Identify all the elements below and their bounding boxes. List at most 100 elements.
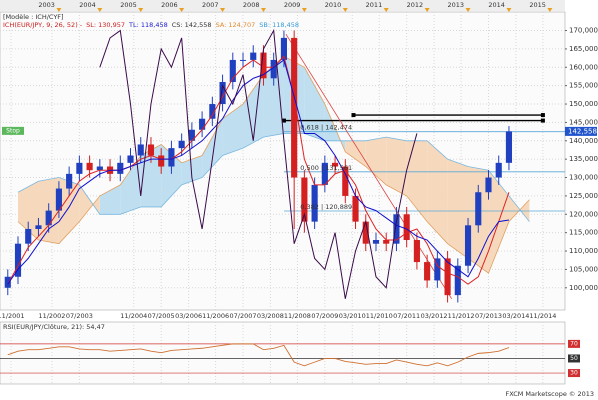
fib-label: 0,618 | 142,474 bbox=[300, 124, 352, 132]
rsi-tick-label: 30 bbox=[570, 370, 578, 377]
y-tick-label: 140,000 bbox=[569, 137, 598, 145]
candle-body bbox=[178, 140, 185, 149]
legend-entry: SL: 130,957 bbox=[86, 21, 125, 29]
cloud-segment bbox=[447, 159, 469, 259]
x-tick-label: 07/2011 bbox=[393, 312, 420, 320]
year-label: 2011 bbox=[366, 1, 383, 9]
candle-body bbox=[209, 104, 216, 119]
x-tick-label: 03/2008 bbox=[257, 312, 284, 320]
candle-body bbox=[76, 162, 83, 174]
year-label: 2004 bbox=[79, 1, 96, 9]
year-label: 2014 bbox=[488, 1, 505, 9]
year-marker bbox=[56, 8, 62, 12]
candle-body bbox=[96, 166, 103, 171]
y-tick-label: 165,000 bbox=[569, 45, 598, 53]
cloud-segment bbox=[222, 104, 244, 156]
year-marker bbox=[301, 8, 307, 12]
rsi-panel bbox=[0, 321, 566, 385]
rsi-line bbox=[7, 343, 510, 367]
cloud-segment bbox=[406, 140, 428, 222]
candle-body bbox=[260, 52, 267, 79]
rsi-tick-box bbox=[568, 339, 580, 348]
x-tick-label: 07/2003 bbox=[66, 312, 93, 320]
legend-entry: TL: 118,458 bbox=[128, 21, 168, 29]
x-tick-label: 11/2006 bbox=[202, 312, 229, 320]
x-tick-label: 07/2013 bbox=[475, 312, 502, 320]
candle-body bbox=[35, 225, 42, 229]
candle-body bbox=[424, 262, 431, 281]
candle-body bbox=[383, 240, 390, 244]
candle-body bbox=[291, 37, 298, 178]
rsi-plot bbox=[0, 322, 565, 384]
overlay: 170,000 165,000 160,000 155,000 150,000 145,0… bbox=[0, 1, 598, 378]
y-tick-label: 170,000 bbox=[569, 27, 598, 35]
year-label: 2009 bbox=[284, 1, 301, 9]
candle-body bbox=[137, 144, 144, 156]
x-tick-label: 11/2002 bbox=[38, 312, 65, 320]
cloud-segment bbox=[79, 184, 100, 222]
candle-body bbox=[495, 162, 502, 178]
cloud-segment bbox=[18, 181, 39, 241]
trend-line bbox=[285, 34, 453, 300]
year-marker bbox=[342, 8, 348, 12]
y-tick-label: 120,000 bbox=[569, 210, 598, 218]
year-label: 2007 bbox=[202, 1, 219, 9]
cloud-segment bbox=[99, 184, 121, 215]
candle-body bbox=[505, 131, 513, 163]
x-tick-label: 03/2006 bbox=[175, 312, 202, 320]
fib-label: 0,382 | 120,889 bbox=[300, 203, 352, 211]
footer: FXCM Marketscope © 2013 bbox=[505, 390, 594, 398]
legend-entry: CS: 142,558 bbox=[172, 21, 212, 29]
rsi-tick-label: 70 bbox=[570, 340, 578, 347]
cloud-segment bbox=[427, 140, 448, 244]
candle-body bbox=[239, 59, 247, 61]
indicator-line bbox=[99, 28, 418, 299]
x-tick-label: 11/2001 bbox=[0, 312, 25, 320]
candle-body bbox=[4, 276, 11, 288]
y-tick-label: 150,000 bbox=[569, 100, 598, 108]
rsi-tick-box bbox=[568, 354, 580, 363]
cloud-segment bbox=[140, 144, 162, 207]
main-plot bbox=[0, 12, 565, 310]
rsi-tick-label: 50 bbox=[570, 355, 578, 362]
candle-body bbox=[301, 177, 308, 222]
candle-body bbox=[475, 192, 482, 226]
candle-body bbox=[464, 225, 472, 266]
trend-handle bbox=[540, 113, 545, 118]
cloud-segment bbox=[386, 137, 407, 196]
year-marker bbox=[97, 8, 103, 12]
x-tick-label: 11/2014 bbox=[529, 312, 556, 320]
candle-body bbox=[147, 144, 155, 156]
candle-body bbox=[332, 162, 339, 167]
candle-body bbox=[25, 228, 32, 244]
year-marker bbox=[424, 8, 430, 12]
cloud-segment bbox=[263, 56, 284, 138]
candle-body bbox=[444, 258, 451, 296]
x-tick-label: 03/2012 bbox=[421, 312, 448, 320]
fib-label: 0,500 | 131,561 bbox=[300, 164, 352, 172]
candle-body bbox=[393, 214, 400, 244]
candle-body bbox=[342, 166, 349, 196]
x-tick-label: 07/2007 bbox=[230, 312, 257, 320]
stop-tag bbox=[2, 126, 24, 135]
candle-body bbox=[352, 195, 359, 222]
rsi-tick-box bbox=[568, 369, 580, 378]
cloud-segment bbox=[202, 118, 223, 178]
candle-body bbox=[55, 188, 62, 211]
candle-body bbox=[250, 52, 257, 60]
candle-body bbox=[66, 173, 73, 189]
candle-body bbox=[280, 37, 288, 60]
year-label: 2015 bbox=[529, 1, 546, 9]
y-tick-label: 115,000 bbox=[569, 229, 598, 237]
model-label: [Modèle : ICH/CYF] bbox=[3, 13, 64, 21]
cloud-segment bbox=[161, 144, 182, 207]
legend-entry: SA: 124,707 bbox=[216, 21, 256, 29]
year-marker bbox=[138, 8, 144, 12]
last-price-tag bbox=[565, 126, 597, 136]
legend-entry: SB: 118,458 bbox=[259, 21, 299, 29]
year-label: 2003 bbox=[38, 1, 55, 9]
y-tick-label: 160,000 bbox=[569, 63, 598, 71]
candle-body bbox=[270, 59, 277, 79]
candle-body bbox=[311, 184, 318, 222]
